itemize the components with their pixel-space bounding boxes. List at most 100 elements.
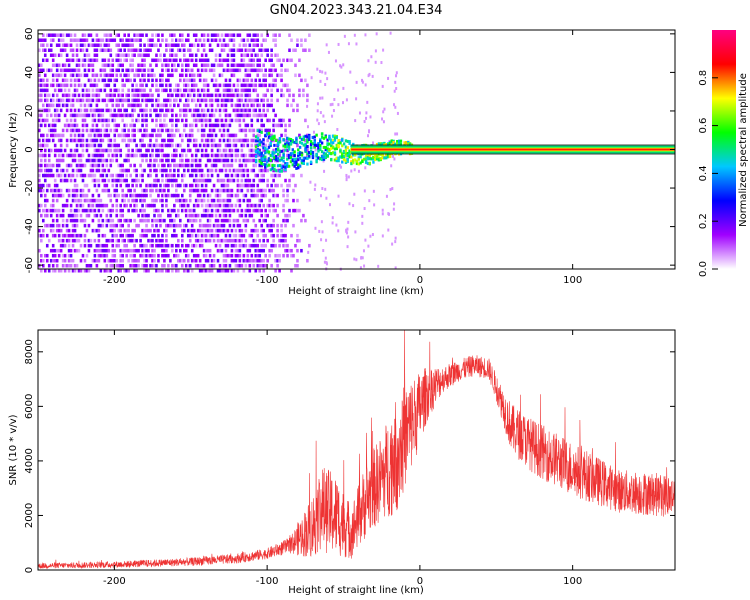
spectrogram-cell [99,138,103,143]
spectrogram-cell [194,83,198,88]
spectrogram-cell [188,73,192,78]
spectrogram-cell [97,78,101,83]
spectrogram-cell [161,198,164,203]
spectrogram-cell [238,158,242,163]
spectrogram-cell [210,123,214,128]
spectrogram-cell [169,58,172,63]
spectrogram-cell [267,150,271,154]
spectrogram-cell [139,53,142,58]
spectrogram-cell [111,113,115,118]
spectrogram-cell [89,263,93,268]
spectrogram-cell [93,118,97,123]
spectrogram-cell [59,133,63,138]
spectrogram-cell [175,163,178,168]
spectrogram-cell [163,118,166,123]
spectrogram-cell [328,134,331,138]
spectrogram-cell [270,53,273,58]
spectrogram-cell [236,83,240,88]
spectrogram-cell [297,166,300,170]
spectrogram-cell [375,157,379,161]
spectrogram-cell [270,68,273,73]
spectrogram-cell [153,263,156,268]
spectrogram-cell [276,98,279,103]
spectrogram-cell [161,123,164,128]
spectrogram-cell [260,161,263,165]
spectrogram-cell [135,68,138,73]
spectrogram-cell [177,269,180,273]
spectrogram-cell [196,128,200,133]
spectrogram-cell [97,118,101,123]
spectrogram-cell [119,248,123,253]
spectrogram-cell [175,153,178,158]
spectrogram-cell [95,258,99,263]
spectrogram-cell [208,269,212,273]
spectrogram-cell [282,144,285,148]
spectrogram-cell [157,133,160,138]
spectrogram-cell [208,248,212,253]
spectrogram-cell [103,188,107,193]
spectrogram-cell [95,243,99,248]
spectrogram-cell [105,123,109,128]
spectrogram-cell [222,208,226,213]
spectrogram-cell [385,153,388,157]
spectrogram-cell [155,183,158,188]
spectrogram-cell [41,38,45,42]
spectrogram-cell [367,244,370,248]
spectrogram-cell [304,218,307,223]
spectrogram-cell [264,68,267,73]
spectrogram-cell [226,193,230,198]
spectrogram-cell [363,264,366,268]
spectrogram-cell [272,193,275,198]
spectrogram-cell [248,63,252,68]
spectrogram-cell [91,138,95,143]
spectrogram-cell [113,123,117,128]
spectrogram-cell [131,118,134,123]
spectrogram-cell [180,258,184,263]
spectrogram-cell [177,243,180,248]
spectrogram-cell [200,233,204,238]
spectrogram-cell [218,93,222,98]
spectrogram-cell [242,198,246,203]
spectrogram-cell [399,139,403,143]
spectrogram-cell [206,83,210,88]
spectrogram-cell [81,33,85,37]
spectrogram-cell [127,248,130,253]
spectrogram-cell [97,243,101,248]
spectrogram-cell [73,213,77,218]
y-tick-label: 40 [24,66,35,79]
spectrogram-cell [71,123,75,128]
spectrogram-cell [149,183,152,188]
spectrogram-cell [57,83,61,88]
spectrogram-cell [234,193,238,198]
spectrogram-cell [230,63,234,68]
spectrogram-cell [121,118,125,123]
spectrogram-cell [83,33,87,37]
spectrogram-cell [302,88,305,93]
spectrogram-cell [273,164,276,168]
spectrogram-cell [171,38,174,42]
spectrogram-cell [71,93,75,98]
spectrogram-cell [113,228,117,233]
spectrogram-cell [65,238,69,243]
spectrogram-cell [67,68,71,73]
spectrogram-cell [202,233,206,238]
spectrogram-cell [157,233,160,238]
spectrogram-cell [222,98,226,103]
spectrogram-cell [119,208,123,213]
spectrogram-cell [271,152,274,156]
spectrogram-cell [99,48,103,53]
spectrogram-cell [57,193,61,198]
spectrogram-cell [109,143,113,148]
spectrogram-cell [280,165,283,169]
spectrogram-cell [276,138,279,143]
spectrogram-cell [159,198,162,203]
spectrogram-cell [121,138,125,143]
spectrogram-cell [392,141,395,145]
spectrogram-cell [161,188,164,193]
spectrogram-cell [222,178,226,183]
spectrogram-cell [111,208,115,213]
spectrogram-cell [246,208,250,213]
spectrogram-cell [264,193,267,198]
spectrogram-cell [319,194,322,198]
spectrogram-cell [141,33,144,37]
